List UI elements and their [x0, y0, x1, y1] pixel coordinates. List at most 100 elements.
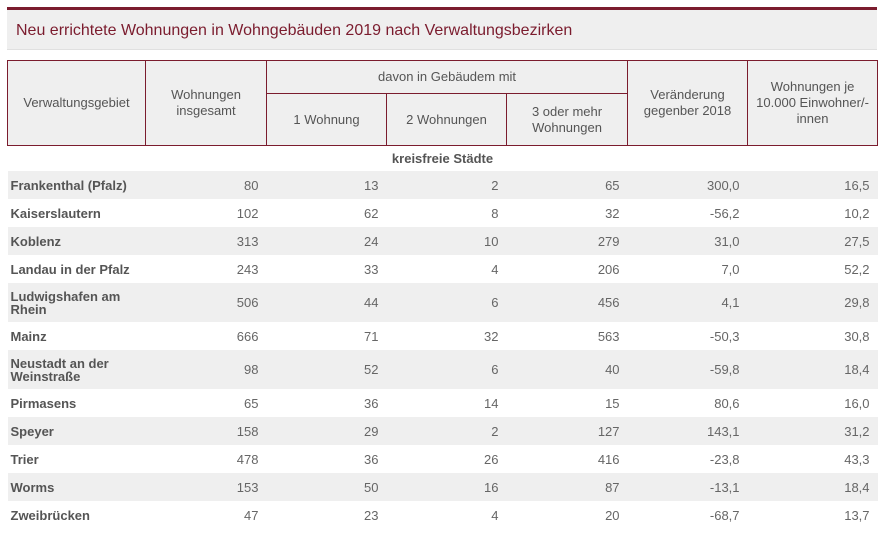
table-row: Trier 478 36 26 416 -23,8 43,3: [8, 445, 878, 473]
header-davon: davon in Gebäudem mit: [265, 60, 629, 94]
row-value: 4: [491, 507, 499, 523]
header-3-wohnungen: 3 oder mehr Wohnungen: [505, 93, 629, 146]
row-name: Landau in der Pfalz: [10, 261, 130, 277]
row-value: 87: [506, 473, 628, 501]
row-value: -59,8: [627, 350, 748, 389]
table-row: Frankenthal (Pfalz) 80 13 2 65 300,0 16,5: [7, 171, 878, 199]
row-name: Kaiserslautern: [10, 205, 101, 221]
row-value: 52,2: [844, 261, 870, 277]
header-verwaltungsgebiet: Verwaltungsgebiet: [7, 60, 146, 146]
row-value: 47: [244, 507, 259, 523]
row-value: 563: [597, 328, 620, 344]
row-value: 4: [491, 261, 499, 277]
row-value: 71: [364, 328, 379, 344]
header-je-10000: Wohnungen je 10.000 Einwohner/-innen: [747, 60, 879, 146]
row-value: 456: [506, 283, 628, 322]
row-value: 80,6: [714, 395, 740, 411]
table-row: Worms 153 50 16 87 -13,1 18,4: [7, 473, 878, 501]
row-value: 313: [145, 227, 267, 255]
row-value: 65: [506, 171, 628, 199]
page-title: Neu errichtete Wohnungen in Wohngebäuden…: [16, 22, 573, 39]
row-name: Speyer: [7, 417, 146, 445]
row-value: -13,1: [627, 473, 748, 501]
row-name: Zweibrücken: [10, 507, 90, 523]
row-value: 16,5: [747, 171, 878, 199]
row-value: 158: [145, 417, 267, 445]
header-insgesamt: Wohnungen insgesamt: [145, 60, 267, 146]
section-label: kreisfreie Städte: [391, 151, 494, 166]
row-value: 50: [266, 473, 387, 501]
row-value: 15: [605, 395, 620, 411]
row-value: 10,2: [844, 205, 870, 221]
row-name: Neustadt an der Weinstraße: [7, 350, 146, 389]
row-value: 44: [266, 283, 387, 322]
row-value: 7,0: [721, 261, 740, 277]
row-value: -50,3: [709, 328, 740, 344]
row-name: Worms: [7, 473, 146, 501]
row-value: 416: [597, 451, 620, 467]
row-value: 300,0: [627, 171, 748, 199]
row-value: 33: [364, 261, 379, 277]
row-value: 666: [236, 328, 259, 344]
title-box: Neu errichtete Wohnungen in Wohngebäuden…: [7, 7, 877, 50]
row-value: 243: [236, 261, 259, 277]
row-value: 26: [484, 451, 499, 467]
table-row: Mainz 666 71 32 563 -50,3 30,8: [8, 322, 878, 350]
row-value: 13: [266, 171, 387, 199]
row-value: 8: [491, 205, 499, 221]
table-row: Pirmasens 65 36 14 15 80,6 16,0: [8, 389, 878, 417]
row-value: 27,5: [747, 227, 878, 255]
row-value: 29,8: [747, 283, 878, 322]
table-row: Neustadt an der Weinstraße 98 52 6 40 -59,8 18…: [7, 350, 878, 389]
row-value: 478: [236, 451, 259, 467]
row-value: 36: [364, 395, 379, 411]
row-value: 18,4: [747, 473, 878, 501]
row-value: 43,3: [844, 451, 870, 467]
row-value: 40: [506, 350, 628, 389]
row-value: -23,8: [709, 451, 740, 467]
row-value: 31,2: [747, 417, 878, 445]
row-value: 2: [386, 417, 507, 445]
table-row: Ludwigshafen am Rhein 506 44 6 456 4,1 29,8: [7, 283, 878, 322]
data-table: Verwaltungsgebiet Wohnungen insgesamt da…: [7, 60, 879, 529]
row-value: 2: [386, 171, 507, 199]
row-value: 13,7: [844, 507, 870, 523]
table-row: Landau in der Pfalz 243 33 4 206 7,0 52,2: [8, 255, 878, 283]
row-value: 16,0: [844, 395, 870, 411]
row-value: 23: [364, 507, 379, 523]
row-value: 206: [597, 261, 620, 277]
row-name: Pirmasens: [10, 395, 77, 411]
row-value: 98: [145, 350, 267, 389]
row-value: 506: [145, 283, 267, 322]
row-value: 36: [364, 451, 379, 467]
row-value: 10: [386, 227, 507, 255]
row-name: Mainz: [10, 328, 47, 344]
row-value: 127: [506, 417, 628, 445]
header-2-wohnungen: 2 Wohnungen: [386, 93, 507, 146]
header-veraenderung: Veränderung gegenber 2018: [627, 60, 749, 146]
table-row: Koblenz 313 24 10 279 31,0 27,5: [7, 227, 878, 255]
row-value: 29: [266, 417, 387, 445]
row-value: 6: [386, 283, 507, 322]
row-value: 16: [386, 473, 507, 501]
row-value: 279: [506, 227, 628, 255]
row-value: 143,1: [627, 417, 748, 445]
table-row: Speyer 158 29 2 127 143,1 31,2: [7, 417, 878, 445]
row-value: 102: [236, 205, 259, 221]
row-value: 4,1: [627, 283, 748, 322]
row-value: 20: [605, 507, 620, 523]
row-value: -56,2: [709, 205, 740, 221]
row-value: 32: [605, 205, 620, 221]
row-value: 6: [386, 350, 507, 389]
row-name: Frankenthal (Pfalz): [7, 171, 146, 199]
row-name: Ludwigshafen am Rhein: [7, 283, 146, 322]
row-value: 32: [484, 328, 499, 344]
row-name: Trier: [10, 451, 39, 467]
row-value: 31,0: [627, 227, 748, 255]
table-row: Zweibrücken 47 23 4 20 -68,7 13,7: [8, 501, 878, 529]
row-value: 153: [145, 473, 267, 501]
row-value: 65: [244, 395, 259, 411]
row-value: 52: [266, 350, 387, 389]
row-value: 30,8: [844, 328, 870, 344]
row-value: -68,7: [709, 507, 740, 523]
